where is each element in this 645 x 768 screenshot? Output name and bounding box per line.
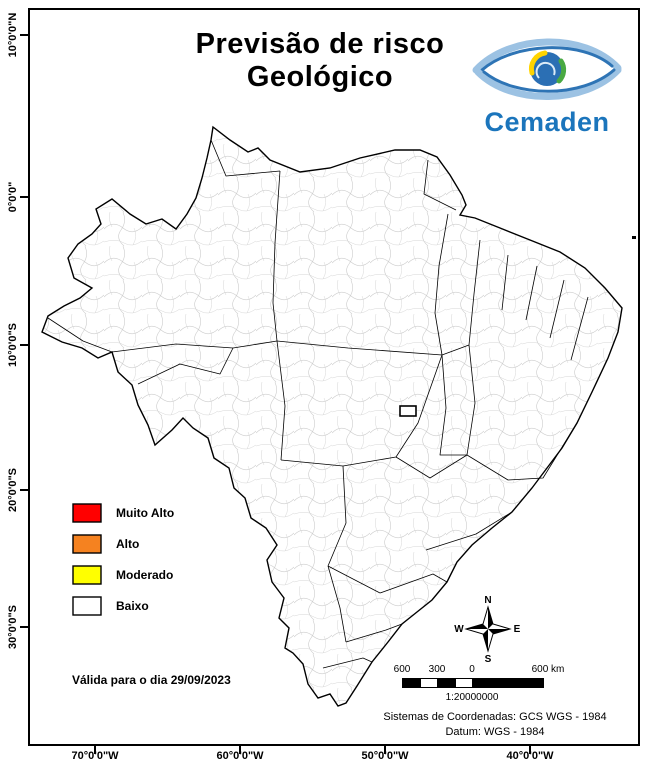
- brazil-outline: [41, 125, 623, 707]
- compass-north-label: N: [484, 595, 491, 606]
- compass-west-label: W: [454, 624, 464, 635]
- x-axis-tick: [529, 745, 531, 754]
- map-title-line2: Geológico: [246, 61, 394, 94]
- y-axis-label-20s: 20°0'0"S: [7, 467, 19, 513]
- scale-label-600km: 600 km: [531, 664, 565, 675]
- compass-rose-icon: N S E W: [454, 595, 521, 664]
- scale-label-0: 0: [469, 664, 475, 675]
- x-axis-label-40w: 40°0'0"W: [506, 750, 554, 762]
- legend-item-moderado: Moderado: [72, 565, 174, 585]
- coordinate-system-line: Sistemas de Coordenadas: GCS WGS - 1984: [383, 711, 607, 723]
- y-axis-tick: [20, 34, 29, 36]
- scale-label-600-left: 600: [393, 664, 411, 675]
- brazil-map: [41, 125, 636, 707]
- legend-label-moderado: Moderado: [116, 568, 174, 582]
- y-axis-tick: [20, 489, 29, 491]
- map-frame: [28, 8, 640, 746]
- compass-east-label: E: [514, 624, 521, 635]
- compass-south-label: S: [485, 654, 492, 664]
- legend-swatch-baixo: [72, 596, 102, 616]
- risk-legend: Muito Alto Alto Moderado Baixo: [72, 503, 174, 627]
- scale-bar-segments: [402, 678, 544, 688]
- legend-swatch-muito-alto: [72, 503, 102, 523]
- scale-label-300: 300: [428, 664, 446, 675]
- scale-ratio: 1:20000000: [445, 692, 499, 703]
- distrito-federal-rectangle: [399, 405, 417, 417]
- legend-label-muito-alto: Muito Alto: [116, 506, 175, 520]
- coordinate-system-note: Sistemas de Coordenadas: GCS WGS - 1984 …: [352, 710, 638, 740]
- legend-swatch-moderado: [72, 565, 102, 585]
- x-axis-label-60w: 60°0'0"W: [216, 750, 264, 762]
- x-axis-tick: [239, 745, 241, 754]
- y-axis-label-10s: 10°0'0"S: [7, 322, 19, 368]
- x-axis-tick: [384, 745, 386, 754]
- datum-line: Datum: WGS - 1984: [445, 725, 545, 738]
- y-axis-label-10n: 10°0'0"N: [7, 12, 19, 58]
- cemaden-eye-icon: [472, 38, 622, 100]
- map-title: Previsão de risco Geológico: [130, 28, 510, 95]
- legend-label-baixo: Baixo: [116, 599, 149, 613]
- x-axis-label-70w: 70°0'0"W: [71, 750, 119, 762]
- x-axis-tick: [94, 745, 96, 754]
- map-title-line1: Previsão de risco: [195, 28, 445, 60]
- y-axis-tick: [20, 344, 29, 346]
- legend-label-alto: Alto: [116, 537, 140, 551]
- offshore-island-dot: [632, 236, 636, 239]
- cemaden-logo: Cemaden: [462, 30, 632, 138]
- y-axis-tick: [20, 626, 29, 628]
- legend-item-baixo: Baixo: [72, 596, 174, 616]
- state-borders: [47, 139, 589, 669]
- y-axis-label-0: 0°0'0": [7, 181, 19, 213]
- validity-date-note: Válida para o dia 29/09/2023: [72, 673, 231, 687]
- legend-swatch-alto: [72, 534, 102, 554]
- cemaden-logo-text: Cemaden: [484, 107, 610, 137]
- y-axis-label-30s: 30°0'0"S: [7, 604, 19, 650]
- y-axis-tick: [20, 196, 29, 198]
- x-axis-label-50w: 50°0'0"W: [361, 750, 409, 762]
- legend-item-muito-alto: Muito Alto: [72, 503, 174, 523]
- legend-item-alto: Alto: [72, 534, 174, 554]
